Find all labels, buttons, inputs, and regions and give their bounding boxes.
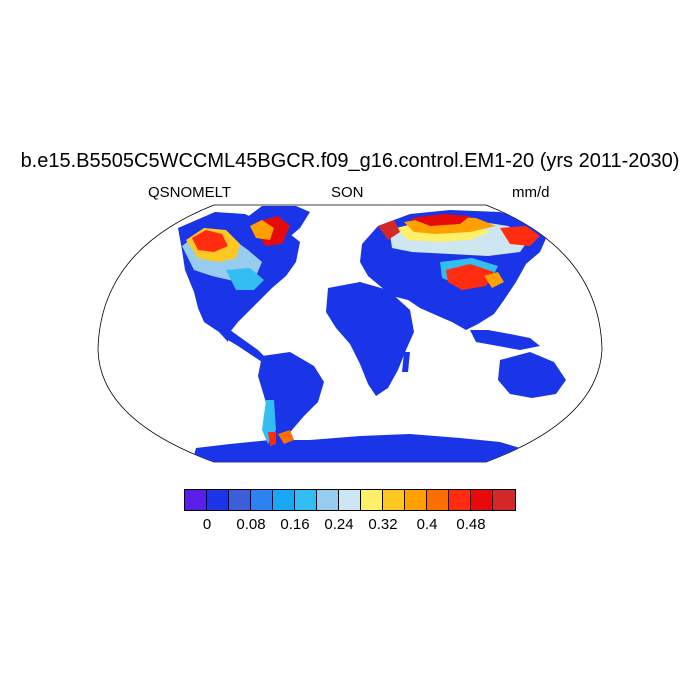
landmass-africa (326, 282, 414, 396)
season-label: SON (331, 184, 364, 201)
colorbar-swatch (427, 490, 449, 510)
melt-canada-red (192, 230, 228, 252)
landmass-central-america (228, 330, 266, 362)
melt-tibet-orange (484, 272, 504, 288)
colorbar-tick-label: 0.08 (236, 516, 266, 533)
colorbar-swatch (493, 490, 515, 510)
melt-patagonia-red (268, 432, 276, 446)
colorbar-tick-label: 0.4 (416, 516, 438, 533)
colorbar-tick-label: 0.32 (368, 516, 398, 533)
colorbar-swatch (229, 490, 251, 510)
melt-antarctic-peninsula (278, 430, 294, 444)
colorbar-tick-label: 0.24 (324, 516, 354, 533)
colorbar-swatch (339, 490, 361, 510)
colorbar-swatch (251, 490, 273, 510)
variable-label: QSNOMELT (148, 184, 232, 201)
landmass-madagascar (402, 352, 410, 372)
colorbar-swatch (317, 490, 339, 510)
colorbar-swatch (207, 490, 229, 510)
melt-tibet-red (446, 264, 494, 290)
melt-greenland-edge (250, 220, 274, 240)
colorbar-tick-label: 0 (202, 516, 212, 533)
colorbar-swatch (471, 490, 493, 510)
colorbar-swatch (185, 490, 207, 510)
melt-northeast-us-light (226, 268, 264, 290)
colorbar-swatch (405, 490, 427, 510)
colorbar-swatch (361, 490, 383, 510)
melt-siberia-red (500, 226, 540, 246)
colorbar-tick-label: 0.16 (280, 516, 310, 533)
landmass-maritime-se-asia (470, 330, 540, 350)
melt-eurasia-red (410, 214, 470, 226)
colorbar-swatch (295, 490, 317, 510)
melt-scandinavia-red (378, 220, 400, 240)
colorbar-tick-label: 0.48 (456, 516, 486, 533)
colorbar-swatch (449, 490, 471, 510)
colorbar-swatch (383, 490, 405, 510)
colorbar (184, 489, 516, 511)
landmass-australia (498, 352, 566, 398)
units-label: mm/d (512, 184, 550, 201)
plot-title: b.e15.B5505C5WCCML45BGCR.f09_g16.control… (20, 150, 680, 172)
colorbar-swatch (273, 490, 295, 510)
